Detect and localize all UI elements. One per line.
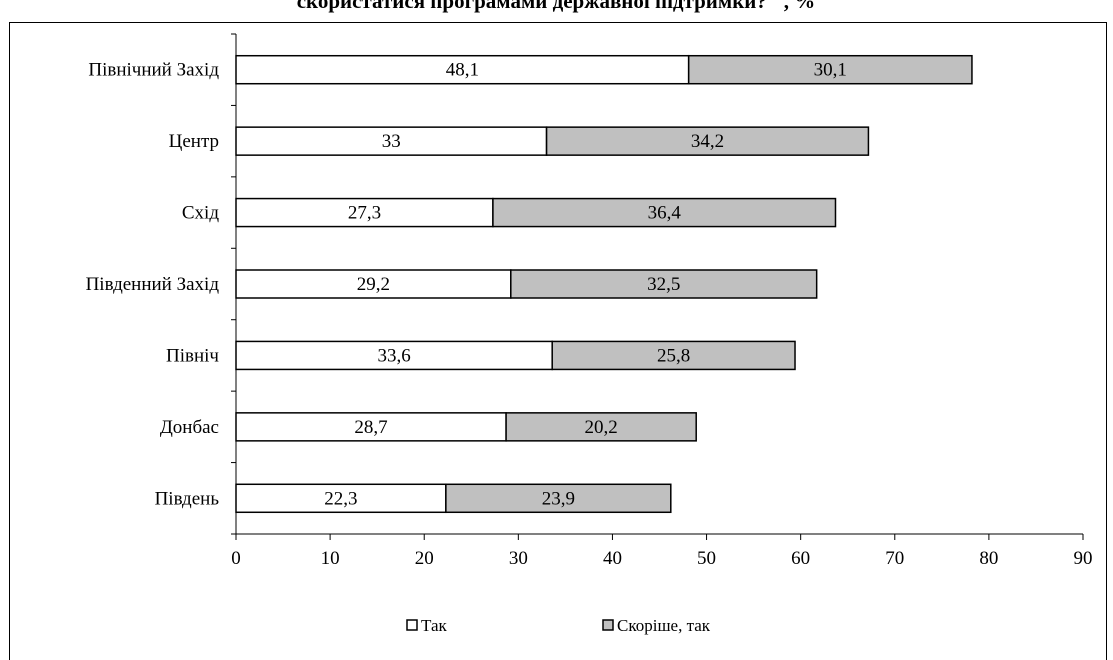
x-tick-label: 60 bbox=[791, 548, 810, 569]
x-tick-label: 80 bbox=[979, 548, 998, 569]
data-label: 29,2 bbox=[357, 274, 390, 295]
data-label: 33 bbox=[382, 131, 401, 152]
bar-segment bbox=[235, 340, 553, 371]
category-label: Північ bbox=[166, 345, 219, 366]
data-label: 33,6 bbox=[377, 345, 410, 366]
x-tick-label: 10 bbox=[321, 548, 340, 569]
data-label: 25,8 bbox=[657, 345, 690, 366]
x-tick-label: 70 bbox=[885, 548, 904, 569]
data-label: 32,5 bbox=[647, 274, 680, 295]
category-label: Донбас bbox=[160, 417, 219, 438]
category-label: Схід bbox=[182, 203, 219, 224]
bar-segment bbox=[545, 126, 870, 156]
data-label: 23,9 bbox=[542, 488, 575, 509]
data-label: 20,2 bbox=[585, 417, 618, 438]
bar-segment bbox=[505, 412, 697, 442]
data-label: 48,1 bbox=[446, 60, 479, 81]
bar-segment bbox=[510, 269, 818, 299]
data-label: 22,3 bbox=[324, 488, 357, 509]
x-tick-label: 20 bbox=[415, 548, 434, 569]
data-label: 27,3 bbox=[348, 203, 381, 224]
x-tick-label: 0 bbox=[231, 548, 241, 569]
category-label: Північний Захід bbox=[88, 60, 219, 81]
x-tick-label: 30 bbox=[509, 548, 528, 569]
x-tick-label: 40 bbox=[603, 548, 622, 569]
data-label: 28,7 bbox=[354, 417, 387, 438]
data-label: 36,4 bbox=[648, 203, 682, 224]
legend: Так Скоріше, так bbox=[406, 616, 711, 635]
bar-segment bbox=[551, 340, 796, 371]
bar-segment bbox=[235, 412, 507, 442]
x-tick-label: 90 bbox=[1074, 548, 1093, 569]
legend-label: Так bbox=[421, 616, 448, 635]
legend-swatch bbox=[602, 619, 614, 631]
bar-segment bbox=[235, 269, 512, 299]
bar-segment bbox=[687, 54, 973, 85]
bar-segment bbox=[235, 483, 447, 514]
data-label: 30,1 bbox=[814, 60, 847, 81]
plot-area: 0 10 20 30 40 50 60 70 80 90 Північний Захід 48,1 30… bbox=[86, 33, 1093, 569]
bar-segment bbox=[445, 483, 672, 514]
legend-swatch bbox=[406, 619, 418, 631]
bar-segment bbox=[492, 197, 837, 228]
data-label: 34,2 bbox=[691, 131, 724, 152]
legend-label: Скоріше, так bbox=[617, 616, 711, 635]
bar-segment bbox=[235, 54, 690, 85]
chart-title: скористатися програмами державної підтри… bbox=[297, 0, 816, 13]
category-label: Центр bbox=[169, 131, 219, 152]
bar-segment bbox=[235, 197, 494, 228]
category-label: Південний Захід bbox=[86, 274, 220, 295]
x-tick-label: 50 bbox=[697, 548, 716, 569]
category-label: Південь bbox=[155, 488, 220, 509]
